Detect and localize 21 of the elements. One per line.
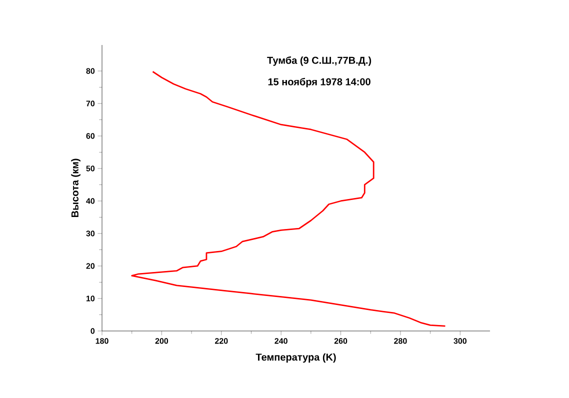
y-tick-label: 70 [86,100,95,106]
y-tick-label: 20 [86,263,95,269]
y-tick-label: 60 [86,133,95,139]
x-tick-label: 200 [155,338,168,344]
x-tick-label: 280 [394,338,407,344]
x-axis-title: Температура (K) [256,353,336,363]
y-tick-label: 10 [86,296,95,302]
text: 15 ноября 1978 14:00 [268,78,370,88]
x-tick-label: 300 [454,338,466,344]
y-tick-label: 40 [86,198,95,204]
x-tick-label: 260 [334,338,348,344]
y-tick-label: 80 [86,68,95,74]
x-tick-label: 180 [96,338,108,344]
line-series [131,70,446,327]
y-tick-label: 50 [86,166,95,172]
x-tick-label: 240 [274,338,288,344]
x-tick-label: 220 [215,338,228,344]
y-axis-title: Высота (км) [71,158,80,218]
text: Тумба (9 С.Ш.,77В.Д.) [267,56,372,66]
y-tick-label: 30 [86,230,95,236]
y-tick-label: 0 [90,328,95,334]
